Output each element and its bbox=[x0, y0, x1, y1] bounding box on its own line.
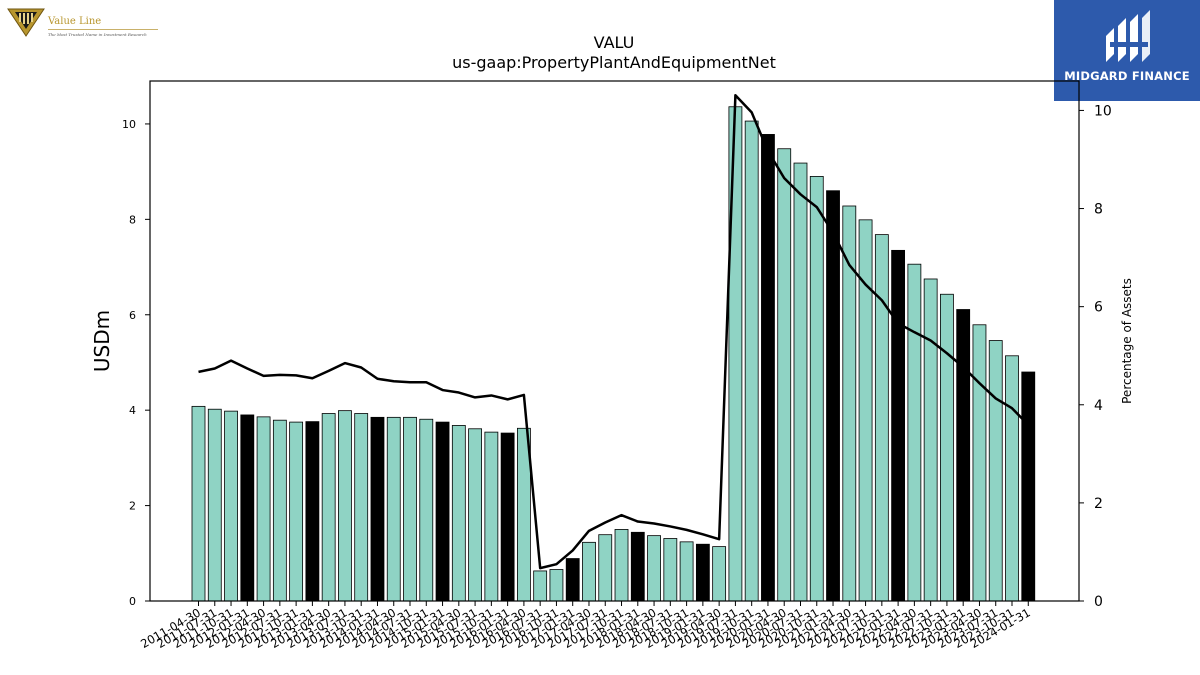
bar bbox=[809, 176, 824, 602]
bar bbox=[695, 543, 710, 602]
x-axis: 2011-04-302011-07-312011-10-312012-01-31… bbox=[138, 601, 1033, 651]
y2-tick-label: 6 bbox=[1094, 300, 1103, 316]
bar bbox=[826, 190, 840, 602]
bar bbox=[988, 340, 1003, 602]
bar bbox=[565, 558, 580, 602]
bar bbox=[712, 546, 727, 602]
y-tick-label: 2 bbox=[129, 500, 136, 513]
y-axis-label: USDm bbox=[90, 310, 114, 372]
bar bbox=[435, 421, 450, 602]
bar bbox=[321, 413, 336, 602]
bar bbox=[598, 534, 613, 602]
bar bbox=[240, 414, 255, 602]
midgard-finance-name: MIDGARD FINANCE bbox=[1064, 69, 1190, 83]
bar bbox=[777, 148, 792, 602]
bar bbox=[663, 538, 678, 602]
y2-tick-label: 8 bbox=[1094, 202, 1103, 218]
left-axis: 0 2 4 6 8 10 bbox=[122, 118, 150, 608]
bar bbox=[468, 428, 482, 602]
bar bbox=[386, 416, 401, 602]
bar bbox=[289, 421, 304, 602]
bar bbox=[451, 425, 466, 602]
y2-tick-label: 4 bbox=[1094, 398, 1103, 414]
y2-tick-label: 10 bbox=[1094, 103, 1112, 119]
bar bbox=[630, 531, 645, 602]
value-line-tagline: The Most Trusted Name in Investment Rese… bbox=[48, 32, 147, 37]
bar bbox=[972, 324, 987, 602]
bar bbox=[500, 432, 515, 602]
y-tick-label: 6 bbox=[129, 309, 136, 322]
chart-subtitle: us-gaap:PropertyPlantAndEquipmentNet bbox=[452, 53, 776, 72]
bar bbox=[1021, 371, 1036, 602]
right-axis: 0 2 4 6 8 10 bbox=[1079, 103, 1112, 610]
bar bbox=[338, 410, 352, 602]
y-tick-label: 0 bbox=[129, 595, 136, 608]
bar bbox=[272, 419, 287, 602]
bar bbox=[940, 293, 954, 602]
bar bbox=[305, 421, 320, 602]
bar bbox=[614, 529, 629, 602]
bar bbox=[923, 278, 938, 602]
bar bbox=[744, 120, 759, 602]
y-tick-label: 4 bbox=[129, 404, 136, 417]
y-tick-label: 10 bbox=[122, 118, 136, 131]
chart-title: VALU bbox=[594, 33, 635, 52]
bar bbox=[907, 263, 922, 602]
bar bbox=[549, 569, 564, 602]
bar bbox=[533, 570, 548, 602]
bar bbox=[761, 134, 775, 602]
bar bbox=[679, 541, 694, 602]
y2-axis-label: Percentage of Assets bbox=[1120, 278, 1134, 404]
y2-tick-label: 2 bbox=[1094, 496, 1103, 512]
bar bbox=[1005, 355, 1019, 602]
y-tick-label: 8 bbox=[129, 213, 136, 226]
bar bbox=[647, 535, 661, 602]
bar bbox=[403, 416, 417, 602]
bar bbox=[793, 162, 808, 602]
line-series bbox=[198, 93, 1030, 570]
bar bbox=[956, 309, 971, 602]
midgard-emblem-icon bbox=[1106, 10, 1150, 62]
bar-series bbox=[191, 106, 1036, 602]
value-line-logo: Value Line The Most Trusted Name in Inve… bbox=[6, 6, 166, 40]
bar bbox=[858, 219, 873, 602]
bar bbox=[370, 416, 385, 602]
bar bbox=[354, 413, 369, 602]
value-line-rule bbox=[48, 29, 158, 30]
bar bbox=[728, 106, 743, 602]
bar bbox=[207, 408, 222, 602]
percentage-line bbox=[198, 93, 1030, 570]
bar bbox=[256, 416, 271, 602]
bar bbox=[582, 541, 596, 602]
bar bbox=[874, 234, 889, 602]
value-line-emblem-icon bbox=[7, 8, 45, 37]
plot-frame bbox=[149, 80, 1080, 602]
bar bbox=[484, 431, 499, 602]
bar bbox=[891, 249, 906, 602]
value-line-name: Value Line bbox=[48, 16, 102, 27]
y2-tick-label: 0 bbox=[1094, 594, 1103, 610]
bar bbox=[419, 418, 434, 602]
bar bbox=[224, 410, 238, 602]
bar bbox=[191, 405, 206, 602]
midgard-finance-logo: MIDGARD FINANCE bbox=[1054, 0, 1200, 101]
